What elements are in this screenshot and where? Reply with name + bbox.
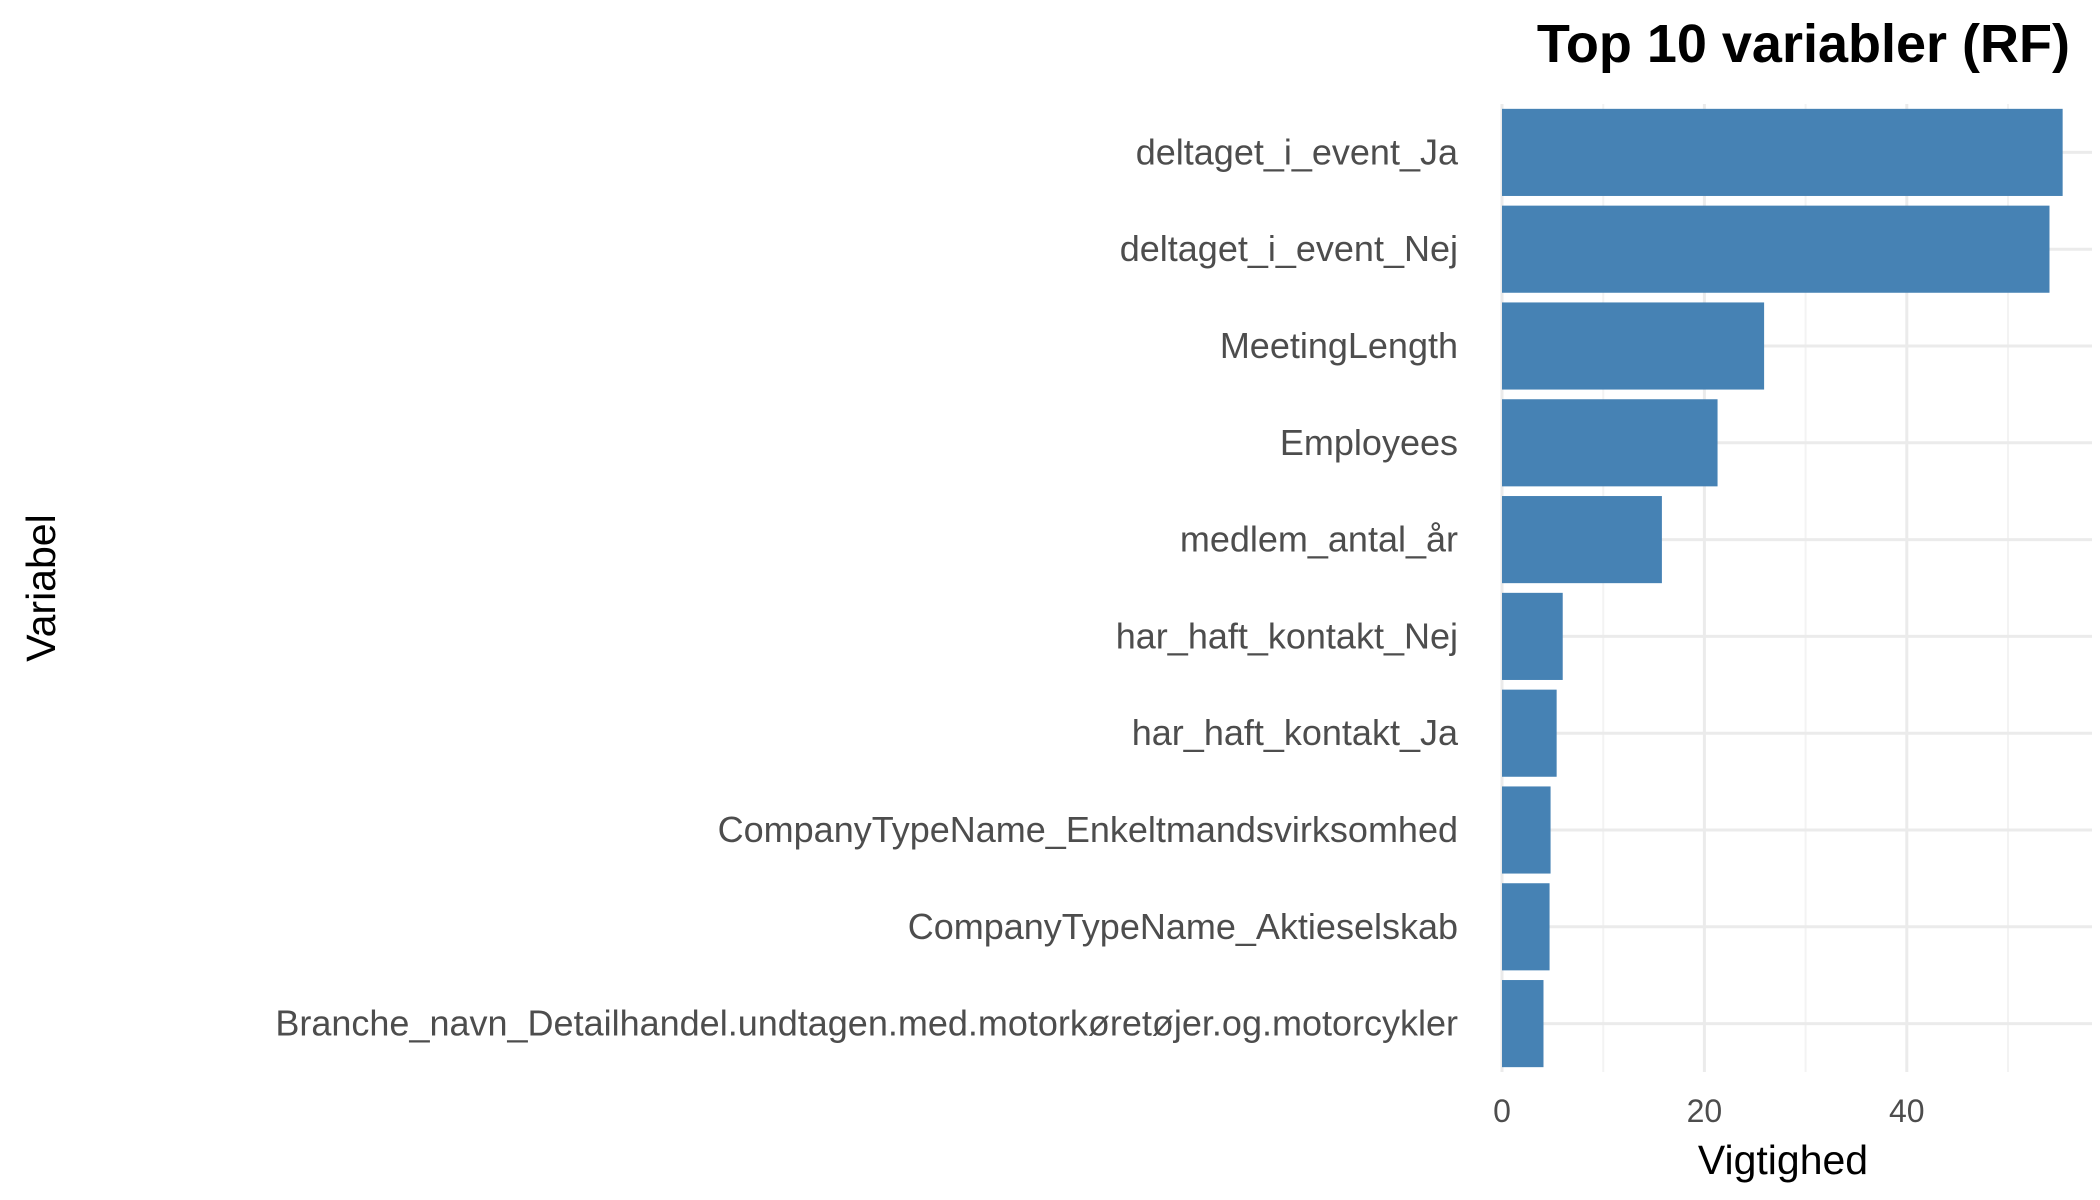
x-tick-label: 0 (1493, 1093, 1511, 1129)
bar (1502, 205, 2050, 293)
bar (1502, 883, 1550, 971)
bars (1502, 108, 2063, 1068)
category-label: Employees (1280, 422, 1458, 463)
category-label: medlem_antal_år (1180, 519, 1458, 560)
bar (1502, 592, 1563, 680)
bar (1502, 108, 2063, 196)
category-label: CompanyTypeName_Enkeltmandsvirksomhed (718, 809, 1458, 850)
category-label: Branche_navn_Detailhandel.undtagen.med.m… (275, 1003, 1458, 1044)
category-label: har_haft_kontakt_Nej (1116, 615, 1458, 656)
bar (1502, 689, 1557, 777)
category-label: deltaget_i_event_Nej (1120, 228, 1458, 269)
category-labels: deltaget_i_event_Ja deltaget_i_event_Nej M… (275, 131, 1459, 1043)
y-axis-title: Variabel (18, 514, 64, 661)
category-label: MeetingLength (1220, 325, 1458, 366)
x-tick-labels: 0 20 40 (1493, 1093, 1924, 1129)
category-label: har_haft_kontakt_Ja (1132, 712, 1459, 753)
category-label: deltaget_i_event_Ja (1136, 131, 1459, 172)
x-axis-title: Vigtighed (1698, 1137, 1868, 1183)
bar (1502, 786, 1551, 874)
bar (1502, 980, 1544, 1068)
bar (1502, 496, 1662, 584)
chart-title: Top 10 variabler (RF) (1537, 14, 2070, 74)
x-tick-label: 40 (1889, 1093, 1925, 1129)
category-label: CompanyTypeName_Aktieselskab (908, 906, 1458, 947)
x-tick-label: 20 (1687, 1093, 1723, 1129)
bar (1502, 399, 1718, 487)
bar (1502, 302, 1765, 390)
